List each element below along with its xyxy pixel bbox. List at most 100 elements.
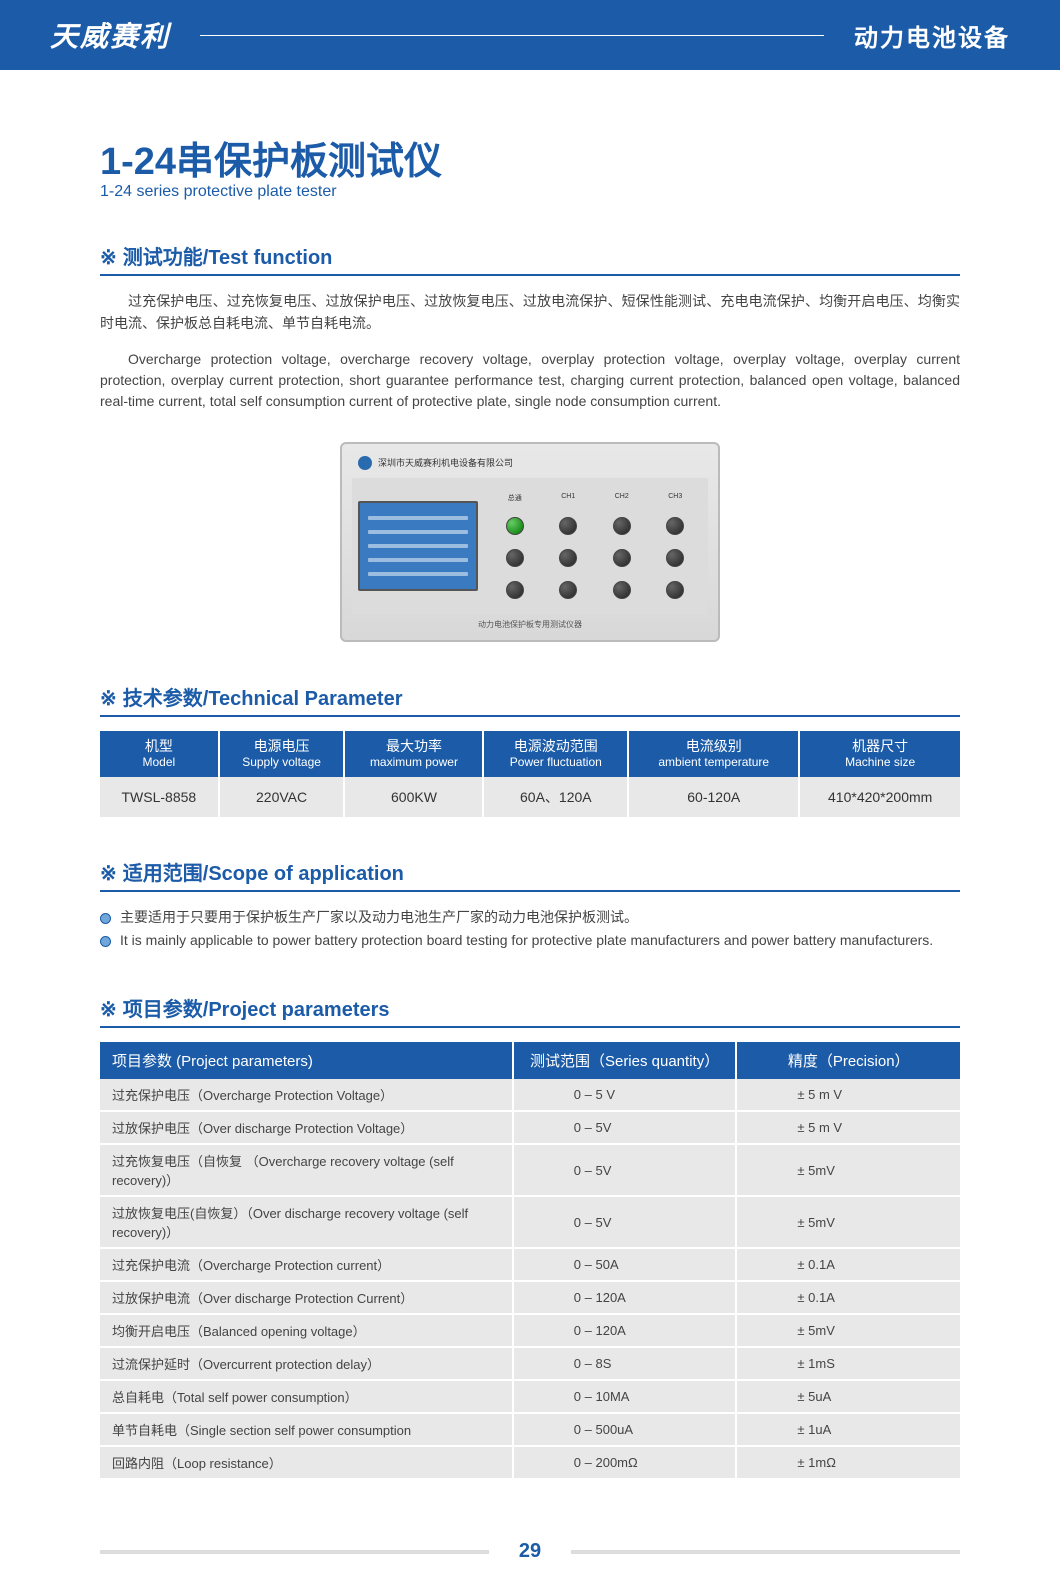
table-cell: ± 1mS — [736, 1347, 960, 1380]
table-cell: 过放保护电压（Over discharge Protection Voltage… — [100, 1111, 513, 1144]
table-cell: 0 – 200mΩ — [513, 1446, 737, 1479]
table-row: 过充恢复电压（自恢复 （Overcharge recovery voltage … — [100, 1144, 960, 1196]
list-item: 主要适用于只要用于保护板生产厂家以及动力电池生产厂家的动力电池保护板测试。 — [100, 906, 960, 930]
table-row: 回路内阻（Loop resistance）0 – 200mΩ± 1mΩ — [100, 1446, 960, 1479]
knob-icon — [506, 549, 524, 567]
knob-icon — [559, 581, 577, 599]
column-header: 机器尺寸Machine size — [799, 731, 960, 777]
table-cell: 220VAC — [219, 777, 345, 817]
knob-row — [488, 581, 702, 599]
knob-icon — [559, 517, 577, 535]
section-heading-technical: ※技术参数/Technical Parameter — [100, 682, 960, 717]
table-cell: 回路内阻（Loop resistance） — [100, 1446, 513, 1479]
table-row: 过放保护电流（Over discharge Protection Current… — [100, 1281, 960, 1314]
knob-icon — [613, 517, 631, 535]
table-row: 单节自耗电（Single section self power consumpt… — [100, 1413, 960, 1446]
knob-icon — [613, 581, 631, 599]
page-header: 天威赛利 动力电池设备 — [0, 0, 1060, 70]
brand-name: 天威赛利 — [50, 15, 170, 55]
knob-icon — [613, 549, 631, 567]
page-footer: 29 — [0, 1540, 1060, 1583]
table-cell: ± 5 m V — [736, 1079, 960, 1111]
column-header: 精度（Precision） — [736, 1042, 960, 1079]
section-heading-text: 适用范围/Scope of application — [123, 863, 404, 885]
column-header: 项目参数 (Project parameters) — [100, 1042, 513, 1079]
device-figure: 深圳市天威赛利机电设备有限公司 总通 CH1 CH2 CH3 — [100, 442, 960, 642]
device-knobs: 总通 CH1 CH2 CH3 — [488, 493, 702, 599]
knob-icon — [559, 549, 577, 567]
table-cell: 均衡开启电压（Balanced opening voltage） — [100, 1314, 513, 1347]
table-cell: 0 – 120A — [513, 1281, 737, 1314]
device-body: 总通 CH1 CH2 CH3 — [352, 478, 708, 615]
table-header-row: 项目参数 (Project parameters) 测试范围（Series qu… — [100, 1042, 960, 1079]
category-name: 动力电池设备 — [854, 18, 1010, 53]
table-cell: 0 – 8S — [513, 1347, 737, 1380]
table-row: 过充保护电流（Overcharge Protection current）0 –… — [100, 1248, 960, 1281]
table-header-row: 机型Model电源电压Supply voltage最大功率maximum pow… — [100, 731, 960, 777]
table-cell: 过充保护电流（Overcharge Protection current） — [100, 1248, 513, 1281]
technical-table: 机型Model电源电压Supply voltage最大功率maximum pow… — [100, 731, 960, 817]
device-screen — [358, 501, 478, 591]
test-function-paragraph-cn: 过充保护电压、过充恢复电压、过放保护电压、过放恢复电压、过放电流保护、短保性能测… — [100, 290, 960, 335]
device-company-text: 深圳市天威赛利机电设备有限公司 — [378, 456, 513, 469]
device-bottom-label: 动力电池保护板专用测试仪器 — [352, 619, 708, 630]
table-row: TWSL-8858220VAC600KW60A、120A60-120A410*4… — [100, 777, 960, 817]
table-cell: 410*420*200mm — [799, 777, 960, 817]
section-mark-icon: ※ — [100, 999, 117, 1021]
section-heading-text: 技术参数/Technical Parameter — [123, 688, 403, 710]
table-cell: 过充恢复电压（自恢复 （Overcharge recovery voltage … — [100, 1144, 513, 1196]
knob-label: CH3 — [668, 493, 682, 503]
test-function-paragraph-en: Overcharge protection voltage, overcharg… — [100, 349, 960, 412]
knob-icon — [506, 517, 524, 535]
page-title: 1-24串保护板测试仪 — [100, 130, 960, 185]
table-cell: ± 5mV — [736, 1314, 960, 1347]
knob-icon — [506, 581, 524, 599]
table-cell: ± 5mV — [736, 1144, 960, 1196]
table-cell: 0 – 50A — [513, 1248, 737, 1281]
knob-label: CH1 — [561, 493, 575, 503]
page-number: 29 — [519, 1540, 541, 1563]
footer-line — [571, 1550, 960, 1554]
section-heading-scope: ※ 适用范围/Scope of application — [100, 857, 960, 892]
table-row: 过流保护延时（Overcurrent protection delay）0 – … — [100, 1347, 960, 1380]
section-mark-icon: ※ — [100, 247, 117, 269]
table-cell: TWSL-8858 — [100, 777, 219, 817]
column-header: 电流级别ambient temperature — [628, 731, 799, 777]
table-row: 过放恢复电压(自恢复）（Over discharge recovery volt… — [100, 1196, 960, 1248]
table-cell: ± 1uA — [736, 1413, 960, 1446]
table-row: 过放保护电压（Over discharge Protection Voltage… — [100, 1111, 960, 1144]
section-heading-project: ※ 项目参数/Project parameters — [100, 993, 960, 1028]
table-cell: 600KW — [344, 777, 483, 817]
page-content: 1-24串保护板测试仪 1-24 series protective plate… — [0, 70, 1060, 1500]
column-header: 测试范围（Series quantity） — [513, 1042, 737, 1079]
footer-line — [100, 1550, 489, 1554]
scope-list: 主要适用于只要用于保护板生产厂家以及动力电池生产厂家的动力电池保护板测试。It … — [100, 906, 960, 954]
table-cell: 过流保护延时（Overcurrent protection delay） — [100, 1347, 513, 1380]
knob-icon — [666, 581, 684, 599]
table-cell: 过充保护电压（Overcharge Protection Voltage） — [100, 1079, 513, 1111]
knob-row — [488, 517, 702, 535]
table-cell: 0 – 5V — [513, 1196, 737, 1248]
table-cell: 0 – 5V — [513, 1144, 737, 1196]
section-heading-text: 测试功能/Test function — [123, 247, 333, 269]
device-top-label: 深圳市天威赛利机电设备有限公司 — [352, 454, 708, 472]
table-cell: 0 – 5 V — [513, 1079, 737, 1111]
knob-icon — [666, 549, 684, 567]
column-header: 电源电压Supply voltage — [219, 731, 345, 777]
column-header: 最大功率maximum power — [344, 731, 483, 777]
project-table: 项目参数 (Project parameters) 测试范围（Series qu… — [100, 1042, 960, 1480]
section-mark-icon: ※ — [100, 863, 117, 885]
table-cell: ± 0.1A — [736, 1248, 960, 1281]
section-heading-text: 项目参数/Project parameters — [123, 999, 390, 1021]
table-cell: 60-120A — [628, 777, 799, 817]
knob-label: CH2 — [615, 493, 629, 503]
section-heading-test-function: ※ 测试功能/Test function — [100, 241, 960, 276]
table-cell: ± 1mΩ — [736, 1446, 960, 1479]
knob-row — [488, 549, 702, 567]
header-divider — [200, 35, 824, 36]
table-cell: 过放保护电流（Over discharge Protection Current… — [100, 1281, 513, 1314]
table-cell: ± 0.1A — [736, 1281, 960, 1314]
knob-labels: 总通 CH1 CH2 CH3 — [488, 493, 702, 503]
column-header: 机型Model — [100, 731, 219, 777]
list-item: It is mainly applicable to power battery… — [100, 929, 960, 953]
